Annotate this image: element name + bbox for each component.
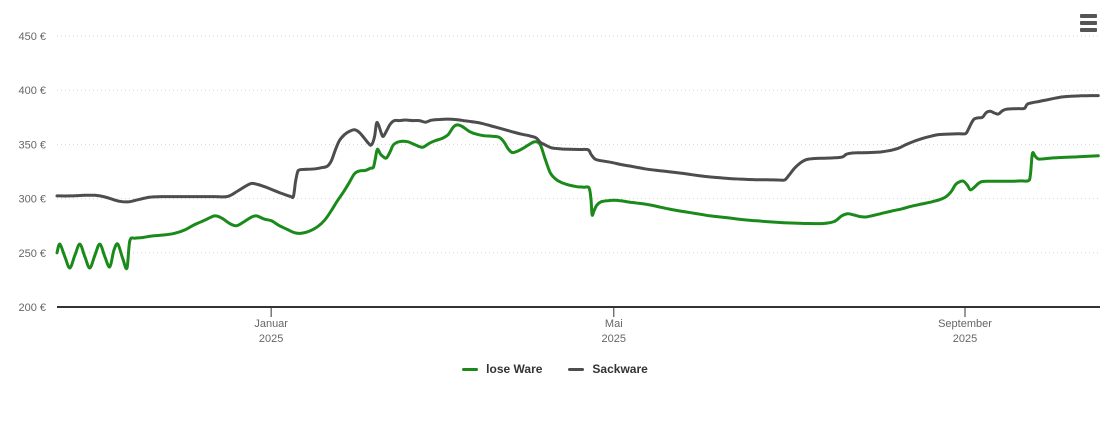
menu-bar [1080,28,1097,32]
hamburger-menu-icon[interactable] [1080,13,1098,33]
legend-label-lose-ware: lose Ware [486,362,543,376]
x-axis-label-month: Januar [254,318,288,330]
x-axis-label-year: 2025 [259,333,283,345]
y-axis-label: 400 € [18,85,46,97]
y-axis-label: 250 € [18,248,46,260]
legend-swatch-sackware [568,367,585,371]
legend-swatch-lose-ware [462,367,479,371]
y-axis-label: 450 € [18,31,46,43]
menu-bar [1080,14,1097,18]
legend-item-lose-ware[interactable]: lose Ware [462,362,542,376]
series-line-lose-ware[interactable] [55,123,1100,271]
x-axis-label-month: September [938,318,992,330]
series-line-sackware[interactable] [55,94,1100,204]
x-axis-label-year: 2025 [953,333,977,345]
x-axis-label-year: 2025 [602,333,626,345]
y-axis-label: 300 € [18,194,46,206]
legend-label-sackware: Sackware [592,362,648,376]
menu-bar [1080,21,1097,25]
y-axis-label: 200 € [18,302,46,314]
legend: lose Ware Sackware [0,362,1110,376]
y-axis-label: 350 € [18,139,46,151]
legend-item-sackware[interactable]: Sackware [568,362,648,376]
x-axis-label-month: Mai [605,318,623,330]
